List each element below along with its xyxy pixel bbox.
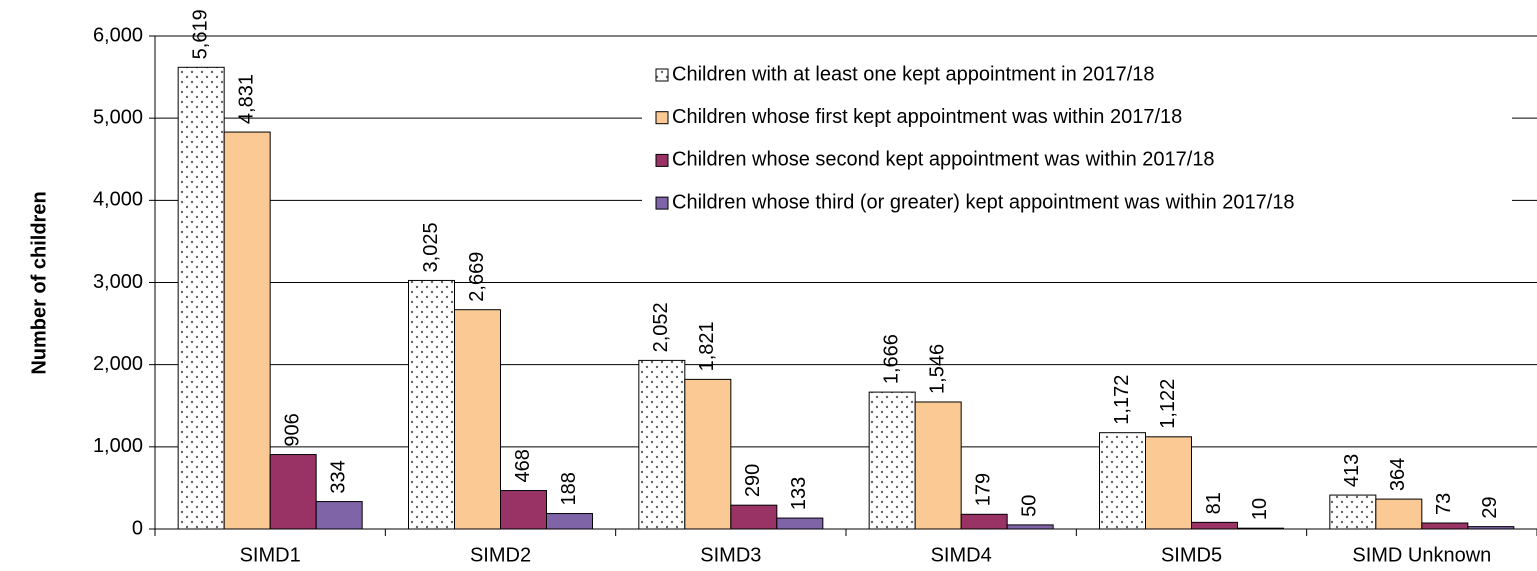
value-label: 133 bbox=[788, 477, 810, 510]
value-label: 1,666 bbox=[880, 334, 902, 384]
value-label: 1,122 bbox=[1157, 379, 1179, 429]
bar bbox=[1145, 436, 1192, 530]
y-tick-label: 2,000 bbox=[93, 353, 143, 375]
bar bbox=[1191, 521, 1238, 530]
bar bbox=[408, 279, 455, 530]
value-label: 10 bbox=[1249, 498, 1271, 520]
value-label: 1,821 bbox=[696, 321, 718, 371]
bar bbox=[1375, 498, 1423, 530]
bar bbox=[1329, 494, 1377, 530]
legend-swatch bbox=[655, 153, 669, 167]
value-label: 1,172 bbox=[1111, 375, 1133, 425]
legend-label: Children whose second kept appointment w… bbox=[672, 149, 1215, 171]
value-label: 3,025 bbox=[420, 222, 442, 272]
bar bbox=[454, 309, 501, 530]
y-tick-label: 3,000 bbox=[93, 271, 143, 293]
x-tick-label: SIMD1 bbox=[240, 544, 301, 566]
bar bbox=[1237, 527, 1284, 530]
bar bbox=[914, 401, 962, 530]
value-label: 50 bbox=[1018, 495, 1040, 517]
x-tick-label: SIMD5 bbox=[1161, 544, 1222, 566]
value-label: 29 bbox=[1479, 496, 1501, 518]
x-tick-label: SIMD2 bbox=[470, 544, 531, 566]
value-label: 179 bbox=[972, 473, 994, 506]
value-label: 334 bbox=[327, 460, 349, 493]
value-label: 906 bbox=[281, 413, 303, 446]
bar bbox=[177, 66, 225, 530]
legend-label: Children whose first kept appointment wa… bbox=[672, 106, 1182, 128]
value-label: 5,619 bbox=[189, 9, 211, 59]
bar bbox=[269, 454, 317, 530]
legend: Children with at least one kept appointm… bbox=[642, 53, 1512, 232]
y-tick-label: 1,000 bbox=[93, 435, 143, 457]
legend-background bbox=[642, 53, 1512, 232]
y-axis-label: Number of children bbox=[28, 191, 50, 374]
value-label: 413 bbox=[1341, 454, 1363, 487]
bar bbox=[730, 504, 778, 530]
bar bbox=[546, 513, 593, 530]
bar bbox=[315, 501, 363, 530]
legend-swatch bbox=[655, 111, 669, 125]
bar bbox=[684, 378, 732, 530]
bar bbox=[638, 359, 686, 530]
bar bbox=[1421, 522, 1469, 530]
x-tick-label: SIMD4 bbox=[931, 544, 992, 566]
value-label: 1,546 bbox=[926, 344, 948, 394]
value-label: 2,669 bbox=[466, 252, 488, 302]
legend-swatch bbox=[655, 68, 669, 82]
y-tick-label: 4,000 bbox=[93, 189, 143, 211]
bar bbox=[1467, 526, 1515, 530]
bar bbox=[776, 517, 824, 530]
bar bbox=[1099, 432, 1146, 530]
value-label: 2,052 bbox=[650, 302, 672, 352]
legend-label: Children whose third (or greater) kept a… bbox=[672, 191, 1295, 213]
x-tick-label: SIMD3 bbox=[700, 544, 761, 566]
bar bbox=[868, 391, 916, 530]
y-tick-label: 5,000 bbox=[93, 106, 143, 128]
legend-label: Children with at least one kept appointm… bbox=[672, 63, 1155, 85]
value-label: 188 bbox=[558, 472, 580, 505]
value-label: 81 bbox=[1203, 492, 1225, 514]
y-tick-label: 6,000 bbox=[93, 24, 143, 46]
bar bbox=[1006, 524, 1054, 530]
y-tick-label: 0 bbox=[132, 517, 143, 539]
bar bbox=[960, 513, 1008, 530]
value-label: 468 bbox=[512, 449, 534, 482]
value-label: 290 bbox=[742, 464, 764, 497]
value-label: 4,831 bbox=[235, 74, 257, 124]
bar bbox=[500, 490, 547, 530]
value-label: 364 bbox=[1387, 458, 1409, 491]
legend-swatch bbox=[655, 196, 669, 210]
value-label: 73 bbox=[1433, 493, 1455, 515]
bar bbox=[223, 131, 271, 530]
x-tick-label: SIMD Unknown bbox=[1352, 544, 1491, 566]
